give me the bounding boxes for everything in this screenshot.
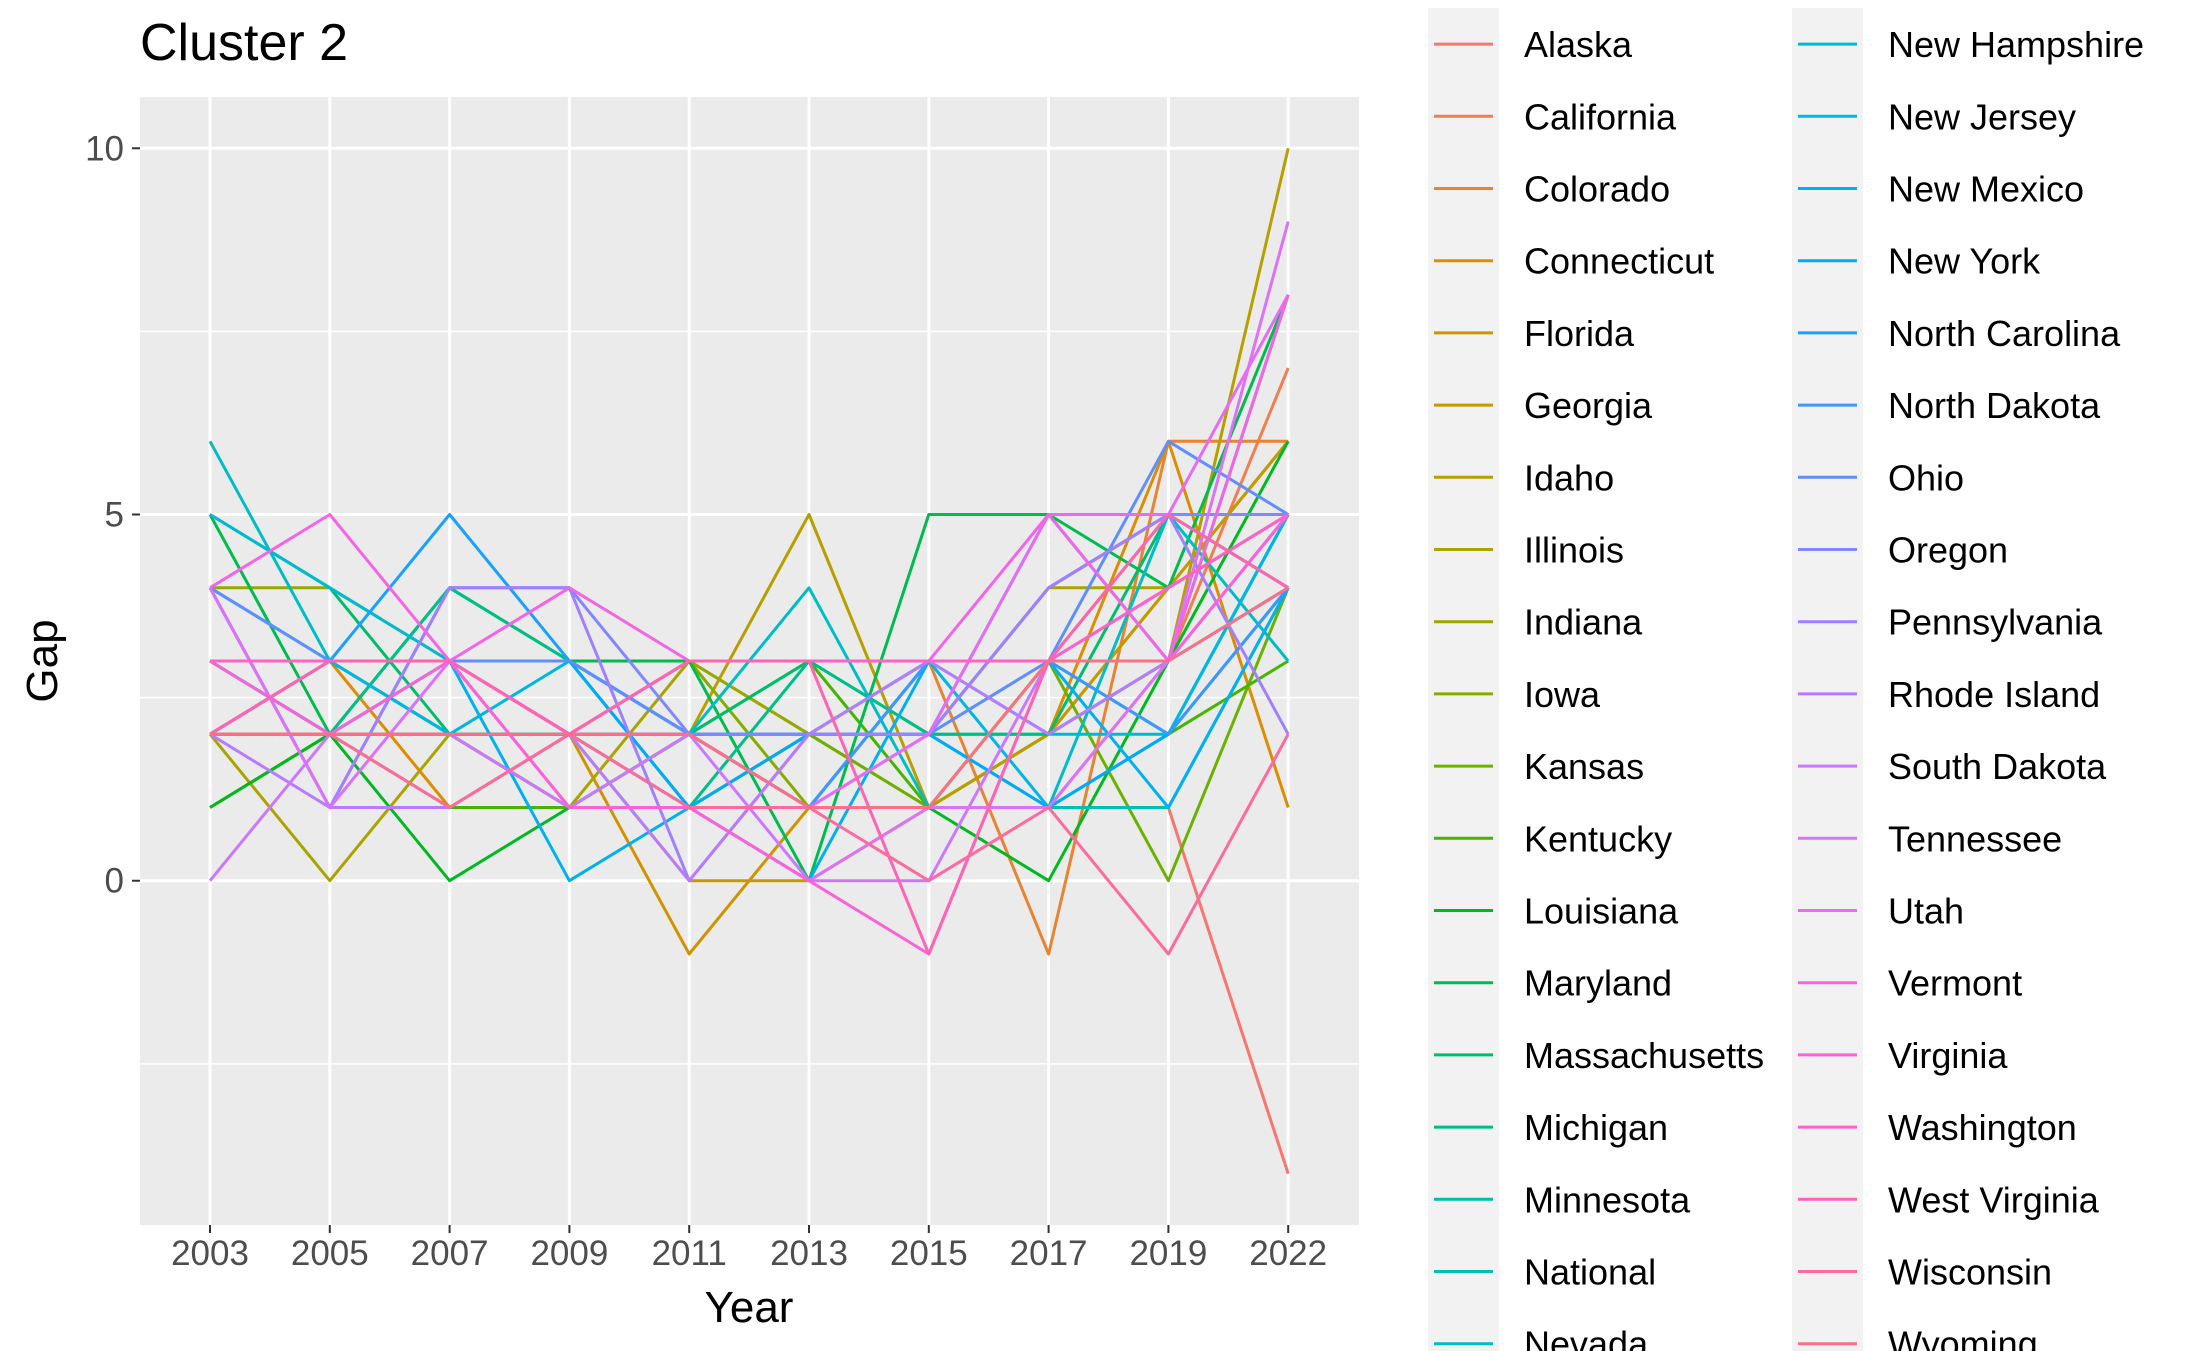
x-tick-label: 2009 [530,1234,608,1273]
legend-label: Vermont [1888,963,2022,1004]
legend-label: Massachusetts [1524,1035,1764,1076]
x-tick-label: 2022 [1249,1234,1327,1273]
chart-title: Cluster 2 [140,14,348,72]
x-tick-label: 2017 [1010,1234,1088,1273]
legend-label: Michigan [1524,1107,1668,1148]
y-tick-label: 10 [85,129,124,168]
legend-label: Minnesota [1524,1179,1691,1220]
y-tick-label: 0 [105,862,124,901]
legend-label: Colorado [1524,169,1670,210]
x-tick-label: 2019 [1129,1234,1207,1273]
axes: 2003 2005 2007 2009 2011 2013 2015 2017 2019 2022… [85,129,1327,1273]
legend-label: Iowa [1524,674,1601,715]
y-tick-label: 5 [105,496,124,535]
legend-label: Wyoming [1888,1324,2038,1351]
legend-label: Maryland [1524,963,1672,1004]
x-tick-label: 2013 [770,1234,848,1273]
legend: Alaska California Colorado Connecticut Flori… [1428,8,2144,1351]
legend-label: Illinois [1524,530,1624,571]
series-line-wyoming [210,586,1289,809]
legend-label: Georgia [1524,385,1653,426]
legend-label: Virginia [1888,1035,2008,1076]
legend-label: Louisiana [1524,891,1679,932]
legend-label: South Dakota [1888,746,2107,787]
legend-label: Wisconsin [1888,1252,2052,1293]
legend-label: Washington [1888,1107,2077,1148]
legend-label: New York [1888,241,2041,282]
x-tick-label: 2015 [890,1234,968,1273]
legend-label: Tennessee [1888,818,2062,859]
legend-label: Kentucky [1524,818,1672,859]
x-tick-label: 2011 [652,1234,727,1273]
legend-label: Connecticut [1524,241,1714,282]
legend-label: West Virginia [1888,1179,2100,1220]
legend-label: National [1524,1252,1656,1293]
legend-label: Florida [1524,313,1635,354]
legend-label: Idaho [1524,457,1614,498]
legend-label: North Dakota [1888,385,2101,426]
x-tick-label: 2003 [171,1234,249,1273]
y-axis-label: Gap [18,619,67,702]
legend-label: Kansas [1524,746,1644,787]
legend-key-strip [1792,8,1863,1351]
legend-label: New Hampshire [1888,24,2144,65]
legend-label: California [1524,96,1677,137]
legend-label: New Jersey [1888,96,2076,137]
series-line-wisconsin [210,732,1290,956]
legend-label: Alaska [1524,24,1633,65]
x-tick-label: 2007 [411,1234,489,1273]
legend-label: North Carolina [1888,313,2121,354]
legend-label: New Mexico [1888,169,2084,210]
legend-label: Rhode Island [1888,674,2100,715]
series-lines [208,147,1290,1175]
x-axis-label: Year [705,1283,794,1332]
legend-label: Nevada [1524,1324,1649,1351]
series-line-west-virginia [209,513,1289,956]
x-tick-label: 2005 [291,1234,369,1273]
legend-label: Indiana [1524,602,1643,643]
legend-label: Ohio [1888,457,1964,498]
legend-label: Utah [1888,891,1964,932]
legend-key-strip [1428,8,1499,1351]
legend-label: Pennsylvania [1888,602,2103,643]
legend-label: Oregon [1888,530,2008,571]
